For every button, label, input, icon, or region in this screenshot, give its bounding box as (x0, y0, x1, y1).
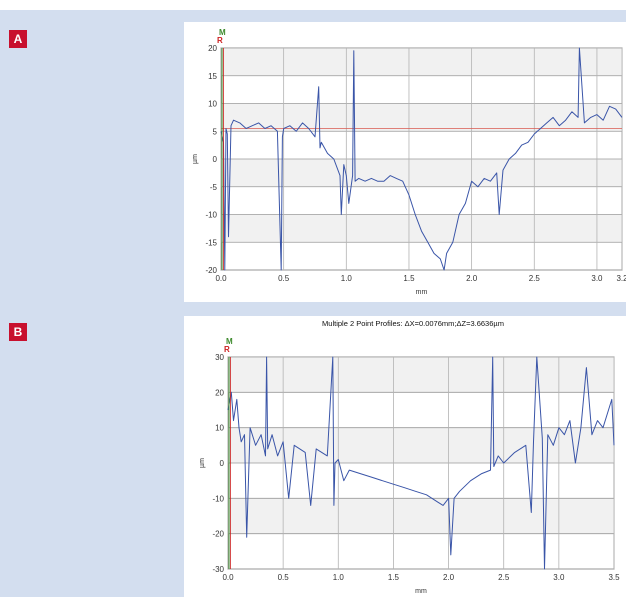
chart-a-ytick-label: 5 (213, 127, 218, 136)
chart-b-xtick-label: 2.0 (443, 573, 455, 582)
chart-a-ytick-label: 20 (208, 44, 217, 53)
chart-b-ytick-label: -20 (212, 530, 224, 539)
chart-b-y-axis-label: µm (199, 458, 206, 468)
chart-a-x-axis-label: mm (416, 289, 428, 296)
chart-a-band (221, 103, 622, 132)
panel-a-label: A (9, 30, 27, 48)
chart-b-band (228, 498, 614, 534)
chart-b-xtick-label: 3.5 (608, 573, 620, 582)
chart-a-xtick-label: 3.2 (616, 274, 626, 283)
chart-b-xtick-label: 2.5 (498, 573, 510, 582)
chart-b-chart-title: Multiple 2 Point Profiles: ΔX=0.0076mm;Δ… (322, 319, 504, 328)
chart-a-marker-m-label: M (219, 28, 226, 37)
chart-b-xtick-label: 0.5 (278, 573, 290, 582)
top-strip (0, 0, 626, 10)
chart-a-ytick-label: 0 (213, 155, 218, 164)
chart-b-series-line-0 (227, 356, 615, 570)
chart-a-xtick-label: 1.0 (341, 274, 353, 283)
chart-a-ytick-label: 15 (208, 72, 217, 81)
chart-b-xtick-label: 1.0 (333, 573, 345, 582)
profile-chart-b: M R 30 20 10 0 -10 -20 -30 0.0 0.5 1.0 1.5 2.0 2.5 3.0 3… (184, 316, 626, 597)
chart-b-ytick-label: 20 (215, 388, 224, 397)
panel-b-label: B (9, 323, 27, 341)
chart-b-marker-m-label: M (226, 337, 233, 346)
chart-a-band (221, 48, 622, 76)
chart-b-band (228, 427, 614, 463)
chart-a-series-line-0 (220, 47, 623, 271)
chart-a-xtick-label: 0.5 (278, 274, 290, 283)
chart-b-ytick-label: 30 (215, 353, 224, 362)
chart-a-xtick-label: 2.5 (529, 274, 541, 283)
chart-b-xtick-label: 0.0 (222, 573, 234, 582)
profile-chart-a: M R 20 15 10 5 0 -5 -10 -15 -20 0.0 0.5 1.0 1.5 2.0 2.5 3… (184, 22, 626, 302)
chart-a-ytick-label: 10 (208, 100, 217, 109)
chart-b-x-axis-label: mm (415, 588, 427, 595)
chart-b-ytick-label: 10 (215, 424, 224, 433)
chart-a-y-axis-label: µm (192, 154, 199, 164)
chart-a-ytick-label: -10 (205, 211, 217, 220)
chart-a-xtick-label: 0.0 (215, 274, 227, 283)
chart-a-xtick-label: 2.0 (466, 274, 478, 283)
chart-b-xtick-label: 1.5 (388, 573, 400, 582)
chart-a-ytick-label: -5 (210, 183, 218, 192)
chart-b-ytick-label: -10 (212, 494, 224, 503)
chart-a-marker-r-label: R (217, 36, 223, 45)
chart-a-band (221, 214, 622, 243)
chart-a-ytick-label: -20 (205, 266, 217, 275)
chart-a-xtick-label: 3.0 (591, 274, 603, 283)
chart-a-xtick-label: 1.5 (403, 274, 415, 283)
chart-b-ytick-label: 0 (220, 459, 225, 468)
chart-b-band (228, 357, 614, 393)
chart-a-ytick-label: -15 (205, 238, 217, 247)
chart-b-marker-r-label: R (224, 345, 230, 354)
chart-a-band (221, 159, 622, 187)
chart-b-ytick-label: -30 (212, 565, 224, 574)
chart-b-xtick-label: 3.0 (553, 573, 565, 582)
